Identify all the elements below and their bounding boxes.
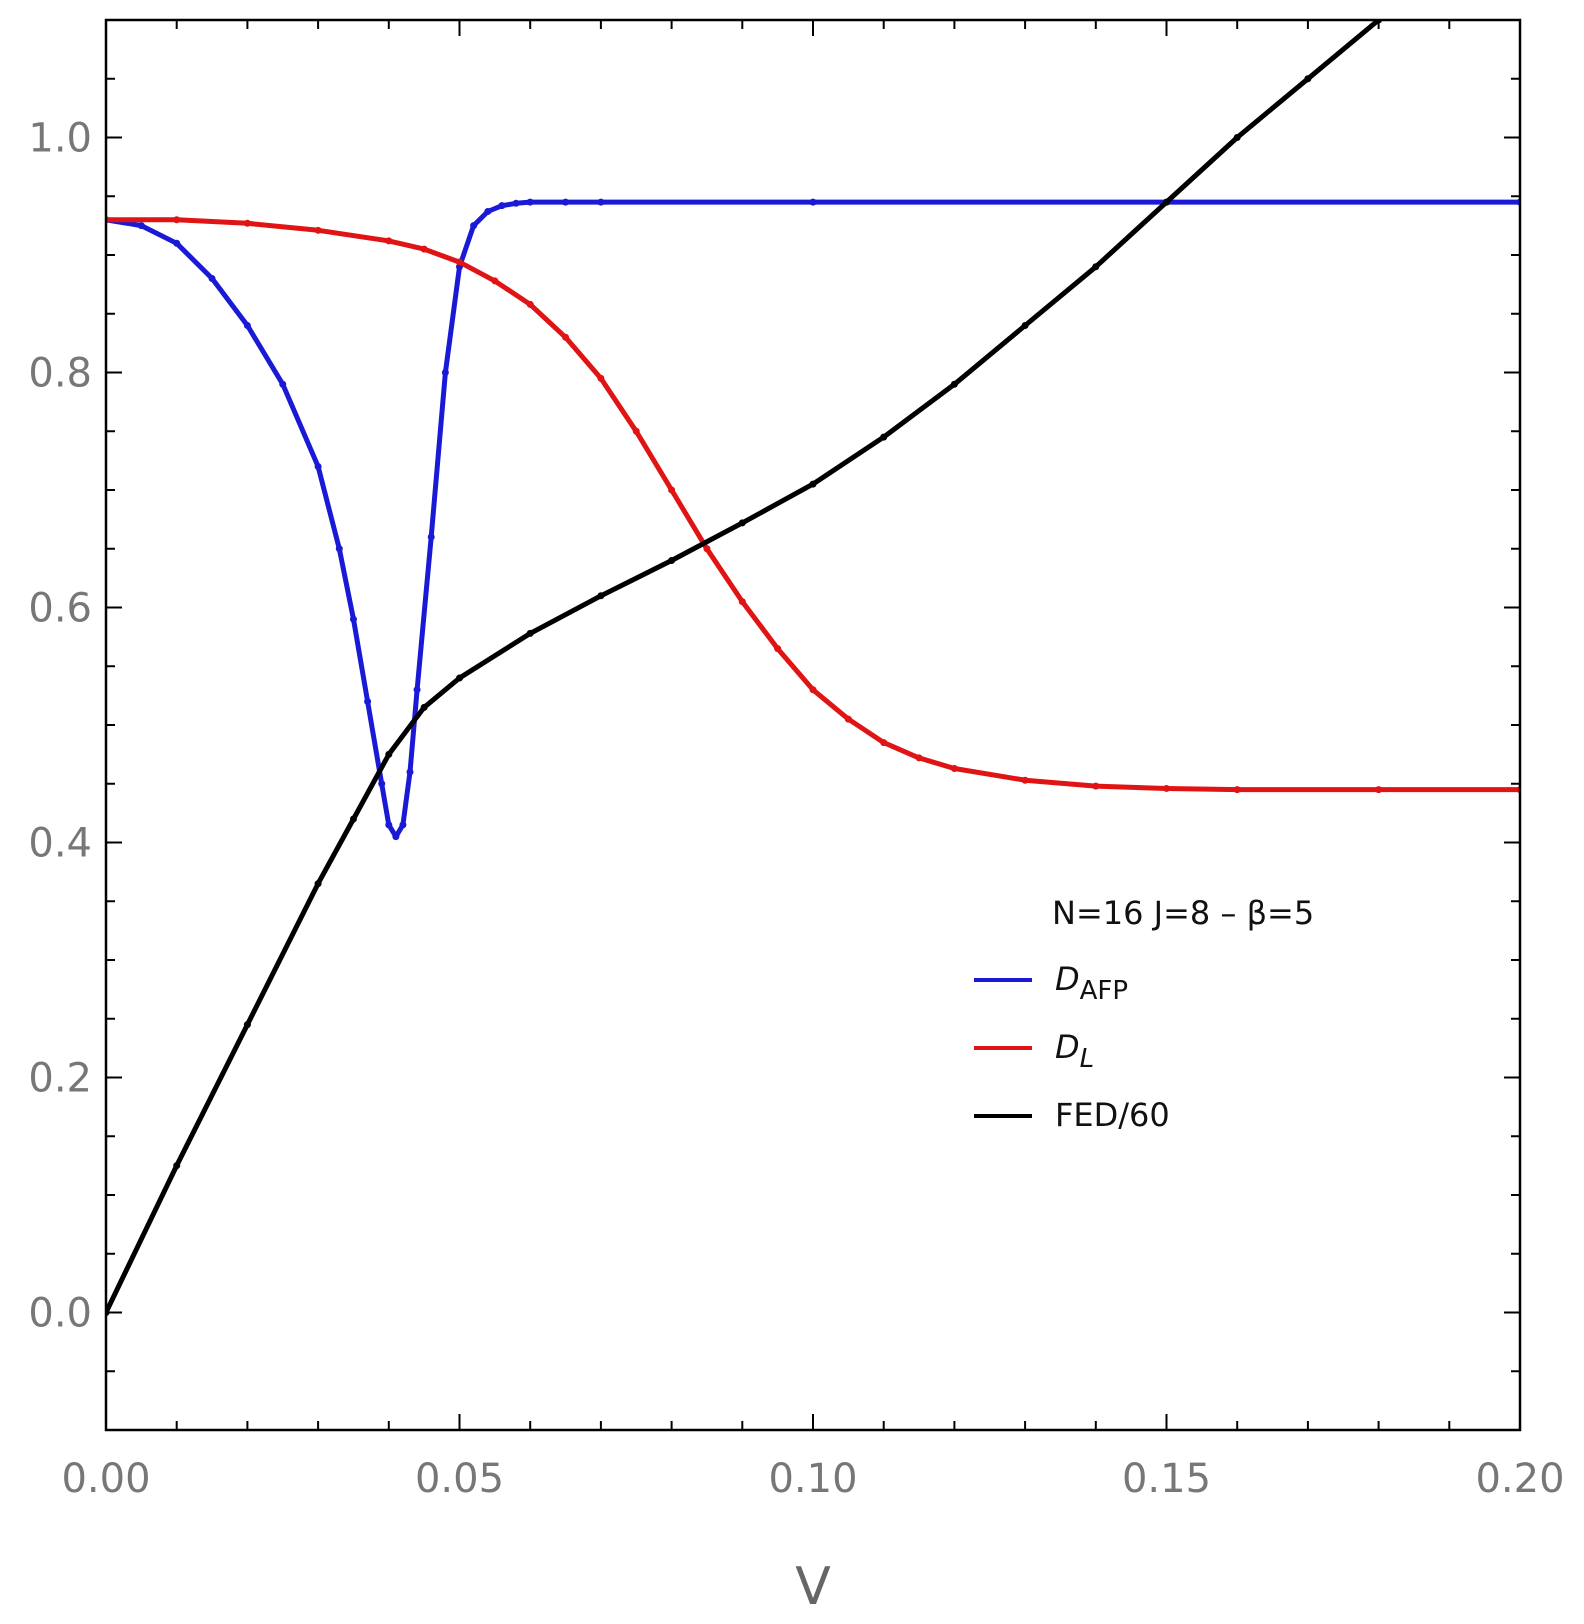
legend-label-sub: L	[1080, 1044, 1095, 1074]
series-1-point	[385, 237, 393, 245]
series-2-point	[1304, 75, 1312, 83]
series-layer	[106, 20, 1520, 1316]
series-1-point	[915, 754, 923, 762]
series-2-point	[1021, 322, 1029, 329]
series-1-point	[632, 427, 640, 435]
series-1-point	[844, 715, 852, 723]
series-0-point	[498, 202, 506, 210]
series-1-point	[1092, 782, 1100, 790]
x-tick-label: 0.00	[61, 1456, 150, 1502]
legend-label-2: FED/60	[1055, 1096, 1170, 1134]
series-2-point	[1163, 198, 1170, 206]
series-0-point	[406, 768, 414, 776]
series-2-point	[668, 557, 676, 564]
series-2-point	[880, 433, 888, 441]
series-0-point	[427, 533, 435, 541]
series-0-point	[526, 198, 534, 206]
series-1-point	[1163, 784, 1170, 792]
series-2-point	[1092, 263, 1100, 271]
series-1-point	[243, 219, 251, 227]
series-1-point	[420, 245, 428, 253]
y-tick-label: 0.0	[28, 1291, 92, 1337]
x-tick-label: 0.15	[1122, 1456, 1211, 1502]
series-0-point	[335, 545, 343, 553]
series-1-point	[562, 333, 570, 341]
y-tick-label: 0.6	[28, 586, 92, 632]
series-0-point	[392, 833, 400, 841]
series-0-point	[470, 222, 478, 230]
series-0-point	[137, 222, 145, 230]
series-0-point	[364, 698, 372, 705]
series-1-point	[880, 739, 888, 747]
series-2-point	[526, 629, 534, 637]
series-0-point	[208, 275, 216, 282]
x-tick-label: 0.20	[1475, 1456, 1564, 1502]
series-0-point	[378, 780, 386, 788]
series-0-point	[243, 322, 251, 329]
series-0-point	[279, 380, 287, 388]
series-2-point	[950, 380, 958, 388]
series-2-point	[314, 880, 322, 888]
series-line-0	[106, 199, 1520, 840]
series-2-point	[349, 815, 357, 823]
series-1-point	[597, 374, 605, 382]
legend-label-0: DAFP	[1055, 960, 1128, 1006]
series-1-point	[1233, 786, 1241, 794]
x-tick-label: 0.10	[768, 1456, 857, 1502]
series-0-point	[385, 821, 393, 829]
series-2-point	[420, 703, 428, 711]
series-0-point	[173, 239, 181, 247]
series-0-point	[562, 198, 570, 206]
series-0-point	[441, 369, 449, 376]
series-2-point	[738, 519, 746, 527]
y-tick-label: 0.8	[28, 351, 92, 397]
series-0-point	[349, 615, 357, 623]
plot-frame	[104, 18, 1522, 1432]
series-1-point	[738, 598, 746, 606]
series-2-point	[809, 480, 817, 488]
series-1-point	[1021, 776, 1029, 784]
y-tick-label: 1.0	[28, 116, 92, 162]
series-1-point	[456, 258, 463, 266]
axis-ticks	[105, 19, 1521, 1431]
series-2-point	[173, 1162, 181, 1170]
legend-label-main: D	[1055, 1028, 1080, 1066]
series-1-point	[1375, 786, 1383, 794]
series-0-point	[809, 198, 817, 206]
series-line-2	[106, 20, 1383, 1315]
series-1-point	[526, 300, 534, 308]
series-1-point	[774, 645, 782, 653]
series-1-point	[950, 764, 958, 772]
series-2-point	[243, 1021, 251, 1029]
series-0-point	[512, 199, 520, 207]
series-0-point	[484, 208, 492, 216]
series-2-point	[385, 750, 393, 758]
series-2-point	[456, 674, 463, 682]
series-1-point	[668, 486, 676, 494]
legend-title: N=16 J=8 – β=5	[1052, 894, 1314, 932]
series-line-1	[106, 217, 1520, 793]
legend-label-main: FED/60	[1055, 1096, 1170, 1134]
legend-label-1: DL	[1055, 1028, 1094, 1074]
legend-label-sub: AFP	[1080, 976, 1128, 1006]
y-tick-label: 0.2	[28, 1056, 92, 1102]
series-1-point	[809, 686, 817, 694]
y-tick-label: 0.4	[28, 821, 92, 867]
legend-label-main: D	[1055, 960, 1080, 998]
series-0-point	[597, 198, 605, 206]
series-0-point	[413, 686, 421, 694]
series-2-point	[1233, 134, 1241, 141]
series-0-point	[314, 463, 322, 470]
series-1-point	[703, 545, 711, 553]
series-0-point	[399, 821, 407, 829]
series-2-point	[597, 592, 605, 600]
x-tick-label: 0.05	[415, 1456, 504, 1502]
series-1-point	[173, 216, 181, 224]
tick-labels: 0.00 0.05 0.10 0.15 0.20 0.0 0.2 0.4 0.6 0.8 1.0	[28, 116, 1564, 1503]
x-axis-title: V	[795, 1557, 831, 1617]
series-1-point	[314, 226, 322, 234]
series-1-point	[491, 277, 499, 285]
